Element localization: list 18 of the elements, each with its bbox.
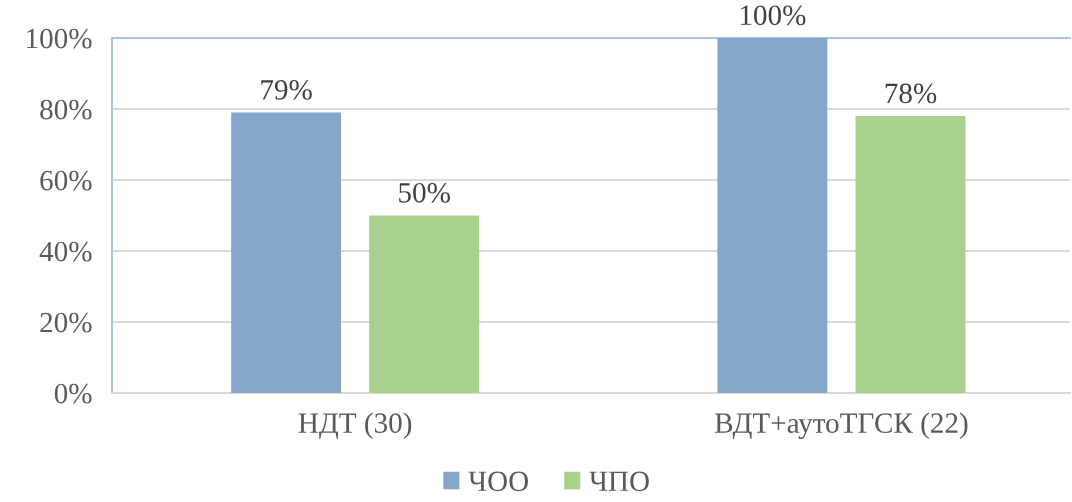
bar	[717, 38, 828, 393]
bar	[369, 215, 480, 393]
legend-label: ЧПО	[589, 471, 649, 492]
x-tick-label: ВДТ+аутоТГСК (22)	[715, 412, 968, 439]
y-tick-label: 60%	[40, 170, 92, 191]
x-tick-label: НДТ (30)	[298, 412, 412, 439]
y-tick-label: 40%	[39, 241, 92, 262]
y-tick-label: 100%	[27, 28, 92, 49]
bar	[855, 116, 966, 393]
data-label: 50%	[399, 182, 450, 203]
data-label: 79%	[261, 80, 312, 100]
data-label: 100%	[740, 5, 806, 26]
bar	[231, 112, 342, 393]
y-tick-label: 0%	[54, 383, 92, 404]
legend-label: ЧОО	[468, 471, 529, 492]
y-tick-label: 20%	[40, 312, 92, 333]
data-label: 78%	[885, 83, 937, 104]
y-tick-label: 80%	[40, 99, 92, 120]
